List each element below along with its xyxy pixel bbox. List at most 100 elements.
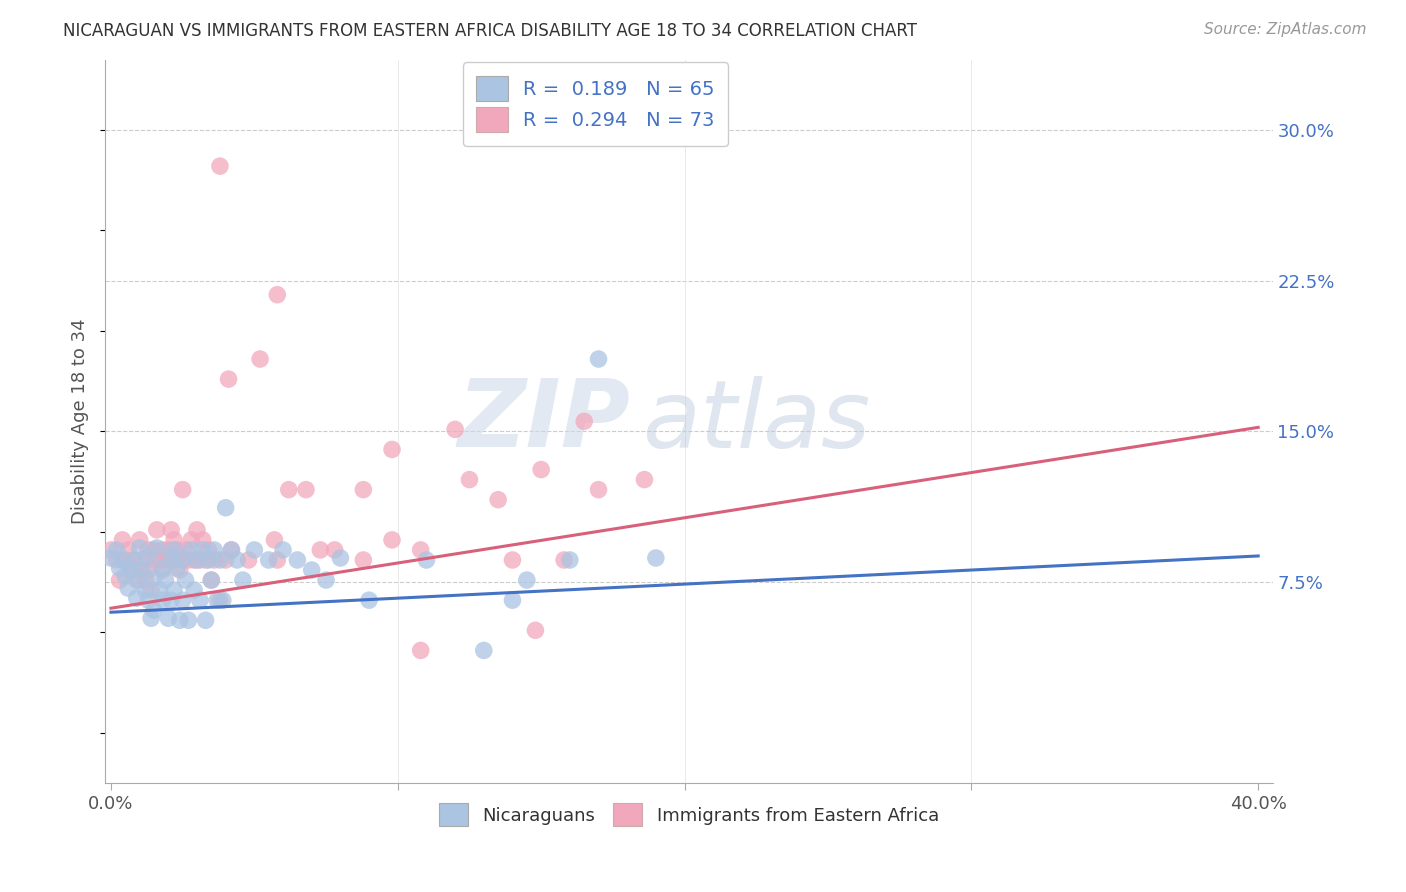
Point (136, 563, 159, 577)
Point (553, 553, 575, 567)
Point (238, 553, 260, 567)
Point (160, 553, 183, 567)
Text: Source: ZipAtlas.com: Source: ZipAtlas.com (1204, 22, 1367, 37)
Point (501, 593, 523, 607)
Legend: Nicaraguans, Immigrants from Eastern Africa: Nicaraguans, Immigrants from Eastern Afr… (430, 794, 948, 836)
Point (163, 533, 186, 547)
Point (226, 553, 249, 567)
Y-axis label: Disability Age 18 to 34: Disability Age 18 to 34 (72, 318, 89, 524)
Point (169, 613, 191, 627)
Point (172, 593, 194, 607)
Point (271, 543, 294, 558)
Point (221, 543, 243, 558)
Point (301, 563, 323, 577)
Point (188, 553, 211, 567)
Point (186, 523, 208, 537)
Point (143, 603, 166, 617)
Point (143, 543, 166, 558)
Point (194, 613, 217, 627)
Point (197, 543, 219, 558)
Point (266, 553, 288, 567)
Point (163, 553, 186, 567)
Point (309, 543, 332, 558)
Point (415, 553, 437, 567)
Point (232, 573, 254, 587)
Point (152, 543, 174, 558)
Point (177, 613, 200, 627)
Point (409, 643, 432, 657)
Point (155, 553, 177, 567)
Point (117, 581, 139, 595)
Point (163, 583, 186, 598)
Point (169, 563, 191, 577)
Point (114, 569, 136, 583)
Point (352, 553, 374, 567)
Point (131, 553, 153, 567)
Point (120, 563, 142, 577)
Point (221, 543, 243, 558)
Point (134, 583, 156, 598)
Point (409, 543, 432, 558)
Point (105, 543, 128, 558)
Point (134, 573, 156, 587)
Point (149, 583, 172, 598)
Point (249, 351, 271, 366)
Point (381, 533, 404, 547)
Point (122, 553, 145, 567)
Point (458, 473, 481, 487)
Point (183, 583, 205, 598)
Point (194, 553, 217, 567)
Point (111, 533, 134, 547)
Point (205, 593, 228, 607)
Point (172, 553, 194, 567)
Point (166, 543, 188, 558)
Point (166, 561, 188, 575)
Point (211, 593, 233, 607)
Point (287, 553, 309, 567)
Point (163, 543, 186, 558)
Point (516, 573, 538, 587)
Point (329, 551, 352, 566)
Point (352, 483, 374, 497)
Point (177, 553, 200, 567)
Point (188, 593, 211, 607)
Point (263, 533, 285, 547)
Point (644, 551, 666, 566)
Point (180, 543, 202, 558)
Point (139, 611, 162, 625)
Point (218, 372, 240, 386)
Point (128, 541, 150, 555)
Point (100, 543, 122, 558)
Point (180, 533, 202, 547)
Point (202, 543, 225, 558)
Point (295, 483, 318, 497)
Point (530, 462, 553, 476)
Text: atlas: atlas (643, 376, 870, 467)
Point (105, 553, 128, 567)
Point (381, 442, 404, 457)
Point (143, 553, 166, 567)
Point (111, 553, 134, 567)
Point (152, 561, 174, 575)
Point (120, 563, 142, 577)
Point (524, 624, 547, 638)
Point (215, 500, 238, 515)
Point (125, 591, 148, 606)
Point (136, 551, 159, 566)
Point (444, 422, 467, 436)
Point (108, 561, 131, 575)
Point (128, 563, 150, 577)
Point (197, 553, 219, 567)
Point (277, 483, 299, 497)
Point (208, 593, 231, 607)
Point (100, 551, 122, 566)
Point (186, 553, 208, 567)
Point (257, 553, 280, 567)
Point (117, 543, 139, 558)
Point (108, 573, 131, 587)
Point (215, 553, 238, 567)
Point (472, 643, 495, 657)
Point (191, 543, 214, 558)
Point (160, 551, 183, 566)
Point (157, 611, 180, 625)
